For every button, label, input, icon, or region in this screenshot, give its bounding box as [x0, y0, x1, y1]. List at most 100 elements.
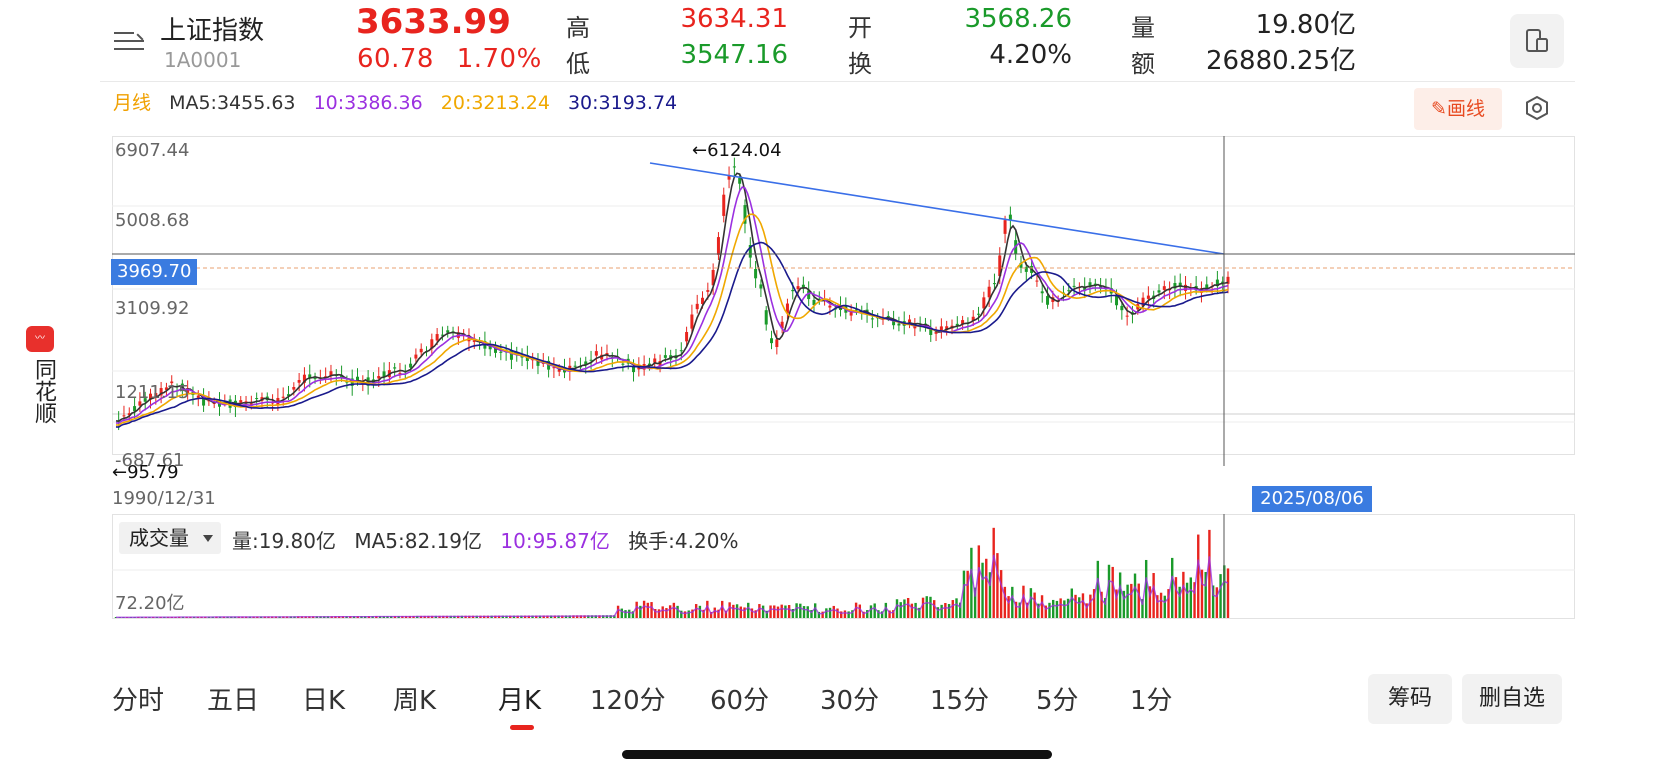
volume-bar	[776, 606, 780, 618]
remove-favorite-button[interactable]: 删自选	[1462, 674, 1562, 724]
volume-bar	[1111, 566, 1114, 618]
volume-bar	[1215, 587, 1219, 618]
volume-bar	[639, 605, 642, 618]
volume-bar	[620, 608, 623, 618]
volume-bar	[650, 602, 653, 618]
y-label-5: -687.61	[115, 450, 185, 471]
volume-bar	[959, 602, 962, 618]
volume-bar	[813, 603, 817, 618]
kline-chart[interactable]	[112, 136, 1575, 481]
tab-60min[interactable]: 60分	[710, 686, 770, 716]
device-switch-button[interactable]	[1510, 14, 1564, 68]
candle-body	[249, 403, 253, 405]
volume-bar	[1189, 577, 1193, 618]
vol-ma10: 10:95.87亿	[500, 529, 610, 553]
candle-body	[945, 326, 949, 331]
candle-body	[791, 289, 795, 292]
candle-body	[812, 299, 816, 306]
volume-bar	[866, 610, 869, 618]
candle-body	[632, 365, 636, 373]
app-logo-icon: 〰	[26, 326, 54, 352]
volume-bar	[1174, 577, 1178, 618]
volume-bar	[672, 602, 676, 618]
volume-bar	[1219, 574, 1222, 618]
candle-body	[1125, 315, 1129, 317]
pencil-icon: ✎	[1431, 98, 1447, 120]
candle-body	[435, 334, 439, 341]
candle-body	[695, 303, 699, 310]
side-app-badge[interactable]: 〰 同花顺	[26, 326, 56, 424]
ma20-line	[115, 213, 1229, 426]
volume-bar	[761, 605, 765, 618]
tab-1min[interactable]: 1分	[1130, 686, 1173, 716]
candle-body	[1024, 266, 1028, 272]
volume-bar	[936, 607, 940, 618]
min-price-label: ←95.79	[112, 462, 179, 483]
chips-button[interactable]: 筹码	[1368, 674, 1452, 724]
volume-bar	[992, 527, 995, 618]
menu-icon[interactable]	[114, 30, 144, 52]
volume-bar	[1007, 596, 1010, 618]
home-indicator	[622, 750, 1052, 759]
active-tab-indicator	[510, 725, 534, 730]
candle-body	[685, 331, 689, 342]
tab-five-day[interactable]: 五日	[207, 686, 260, 716]
candle-body	[180, 383, 184, 388]
candle-body	[324, 376, 328, 378]
volume-bar	[806, 606, 809, 618]
candle-body	[1046, 296, 1050, 305]
volume-bar	[1126, 584, 1129, 618]
volume-bar	[1025, 602, 1029, 618]
y-label-3: 3109.92	[115, 298, 190, 319]
volume-bar	[895, 599, 899, 618]
volume-chart[interactable]	[112, 514, 1575, 662]
volume-bar	[1022, 585, 1025, 618]
volume-bar	[940, 604, 943, 618]
tab-30min[interactable]: 30分	[820, 686, 880, 716]
volume-bar	[925, 596, 928, 618]
tab-15min[interactable]: 15分	[930, 686, 990, 716]
chevron-down-icon	[203, 535, 213, 542]
volume-bar	[884, 602, 888, 618]
tab-5min[interactable]: 5分	[1036, 686, 1079, 716]
tab-week-k[interactable]: 周K	[393, 686, 437, 716]
volume-bar	[1070, 588, 1073, 618]
draw-line-button[interactable]: ✎画线	[1414, 88, 1502, 130]
tab-month-k[interactable]: 月K	[498, 686, 542, 716]
volume-bar	[1141, 599, 1144, 618]
tab-day-k[interactable]: 日K	[302, 686, 346, 716]
candle-body	[292, 386, 296, 390]
volume-bar	[769, 605, 772, 618]
settings-hexagon-icon[interactable]	[1523, 94, 1551, 122]
candle-body	[743, 205, 747, 224]
candle-body	[186, 388, 190, 395]
candle-body	[679, 350, 683, 352]
candle-body	[552, 367, 556, 369]
volume-bar	[962, 570, 966, 618]
candle-body	[255, 398, 259, 400]
candle-body	[690, 314, 694, 329]
tab-fenshi[interactable]: 分时	[112, 686, 165, 716]
candle-body	[886, 315, 890, 317]
volume-bar	[1074, 594, 1077, 618]
volume-bar	[862, 611, 865, 618]
volume-bar	[817, 611, 821, 618]
candle-body	[727, 175, 731, 180]
volume-bar	[869, 605, 873, 618]
candle-body	[738, 177, 742, 184]
candle-body	[499, 351, 503, 353]
ma5-line	[115, 172, 1229, 422]
draw-line-label: 画线	[1446, 98, 1485, 120]
y-label-2: 5008.68	[115, 210, 190, 231]
indicator-select[interactable]: 成交量	[119, 522, 221, 554]
volume-bars	[114, 527, 1230, 618]
ma20-value: 20:3213.24	[440, 92, 550, 114]
volume-bar	[802, 606, 806, 618]
volume-bar	[680, 610, 683, 618]
candle-body	[1083, 286, 1087, 291]
candle-body	[870, 318, 874, 320]
tab-120min[interactable]: 120分	[590, 686, 666, 716]
candle-body	[159, 388, 163, 396]
candle-body	[1120, 305, 1124, 311]
volume-bar	[854, 602, 858, 618]
